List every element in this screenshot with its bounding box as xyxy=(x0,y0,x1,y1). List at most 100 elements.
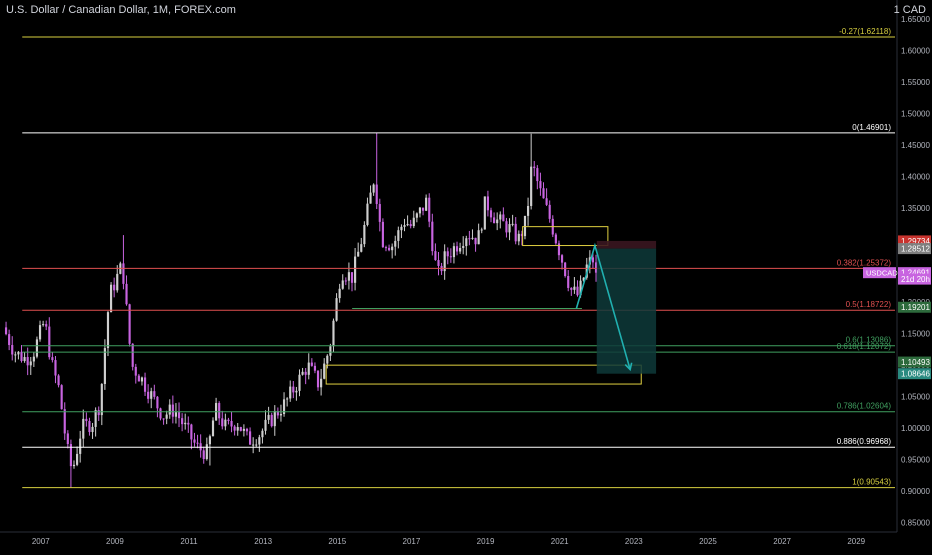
candle-body xyxy=(134,366,137,376)
price-tag-label: 21d 20h xyxy=(901,275,930,284)
candle-body xyxy=(221,418,224,427)
take-profit-zone[interactable] xyxy=(596,248,657,374)
x-tick-label: 2025 xyxy=(699,537,717,546)
fib-level-label: 0(1.46901) xyxy=(852,123,891,132)
y-tick-label: 1.15000 xyxy=(901,330,930,339)
candle-body xyxy=(526,205,530,216)
candle-body xyxy=(66,433,69,445)
x-tick-label: 2017 xyxy=(403,537,421,546)
candle-body xyxy=(242,428,245,431)
candle-body xyxy=(264,419,267,431)
candle-body xyxy=(76,453,79,465)
candle-body xyxy=(409,224,412,227)
stop-loss-zone[interactable] xyxy=(596,240,657,249)
candle-body xyxy=(545,198,548,205)
candle-body xyxy=(489,210,493,218)
candle-body xyxy=(97,410,100,416)
y-tick-label: 1.55000 xyxy=(901,78,930,87)
candle-body xyxy=(570,287,573,290)
candle-body xyxy=(554,234,557,244)
candle-body xyxy=(239,427,242,431)
candle-body xyxy=(48,326,51,358)
candle-body xyxy=(35,339,39,357)
candle-body xyxy=(428,197,431,222)
y-tick-label: 1.65000 xyxy=(901,15,930,24)
projection-path[interactable] xyxy=(575,242,631,370)
price-tag xyxy=(898,235,931,247)
price-tag-label: 1.29734 xyxy=(901,237,930,246)
candle-body xyxy=(465,238,468,247)
candle-body xyxy=(88,421,91,433)
price-tag-label: 1.10493 xyxy=(901,358,930,367)
candle-body xyxy=(381,221,384,248)
candle-body xyxy=(496,219,499,224)
candle-body xyxy=(418,207,422,214)
candle-body xyxy=(372,184,375,193)
candle-body xyxy=(258,437,261,445)
candle-body xyxy=(431,221,434,252)
candle-body xyxy=(564,262,567,276)
y-tick-label: 1.00000 xyxy=(901,424,930,433)
candle-body xyxy=(233,426,236,431)
candle-body xyxy=(477,230,480,245)
candle-body xyxy=(113,284,116,291)
price-tag-label: 1.28512 xyxy=(901,245,930,254)
candle-body xyxy=(128,304,131,344)
candle-body xyxy=(72,464,76,467)
y-tick-label: 0.95000 xyxy=(901,456,930,465)
candle-body xyxy=(508,224,511,233)
price-tag xyxy=(898,368,931,380)
candle-body xyxy=(227,419,230,421)
candle-body xyxy=(32,356,35,362)
supply-demand-zone[interactable] xyxy=(325,364,642,385)
candle-body xyxy=(350,272,354,283)
candle-body xyxy=(60,385,63,410)
fib-level-label: 0.618(1.12072) xyxy=(837,342,892,351)
candle-body xyxy=(483,196,486,230)
candle-body xyxy=(122,263,125,284)
candle-body xyxy=(54,360,57,376)
candle-body xyxy=(548,204,551,219)
candle-body xyxy=(446,251,449,257)
candle-body xyxy=(520,233,523,237)
y-tick-label: 1.35000 xyxy=(901,204,930,213)
candle-body xyxy=(211,420,215,437)
candle-body xyxy=(523,215,527,237)
price-tag xyxy=(898,301,931,313)
y-tick-label: 1.60000 xyxy=(901,46,930,55)
candle-body xyxy=(363,224,366,245)
candle-body xyxy=(85,418,88,422)
candle-body xyxy=(282,399,286,414)
candle-body xyxy=(177,412,181,419)
candle-body xyxy=(412,217,415,227)
candle-body xyxy=(415,213,418,218)
y-tick-label: 1.05000 xyxy=(901,393,930,402)
candle-body xyxy=(143,377,147,392)
candle-body xyxy=(493,217,496,224)
candle-body xyxy=(79,438,82,454)
candle-body xyxy=(150,391,153,399)
y-tick-label: 1.40000 xyxy=(901,172,930,181)
candle-body xyxy=(468,238,471,240)
candle-body xyxy=(279,413,283,416)
candle-body xyxy=(316,370,320,388)
candle-body xyxy=(357,251,360,257)
fib-level-label: -0.27(1.62118) xyxy=(839,27,891,36)
candle-body xyxy=(295,390,298,393)
y-tick-label: 0.85000 xyxy=(901,519,930,528)
candle-body xyxy=(292,386,295,393)
candle-body xyxy=(252,444,255,446)
candle-body xyxy=(196,442,199,444)
supply-demand-zone[interactable] xyxy=(522,226,609,247)
x-tick-label: 2019 xyxy=(477,537,495,546)
candle-body xyxy=(378,204,381,222)
candle-body xyxy=(486,196,489,211)
candle-body xyxy=(57,375,60,386)
candle-body xyxy=(137,375,140,382)
candle-body xyxy=(594,262,598,273)
candle-body xyxy=(304,371,307,375)
candle-body xyxy=(471,237,474,239)
y-tick-label: 1.50000 xyxy=(901,109,930,118)
